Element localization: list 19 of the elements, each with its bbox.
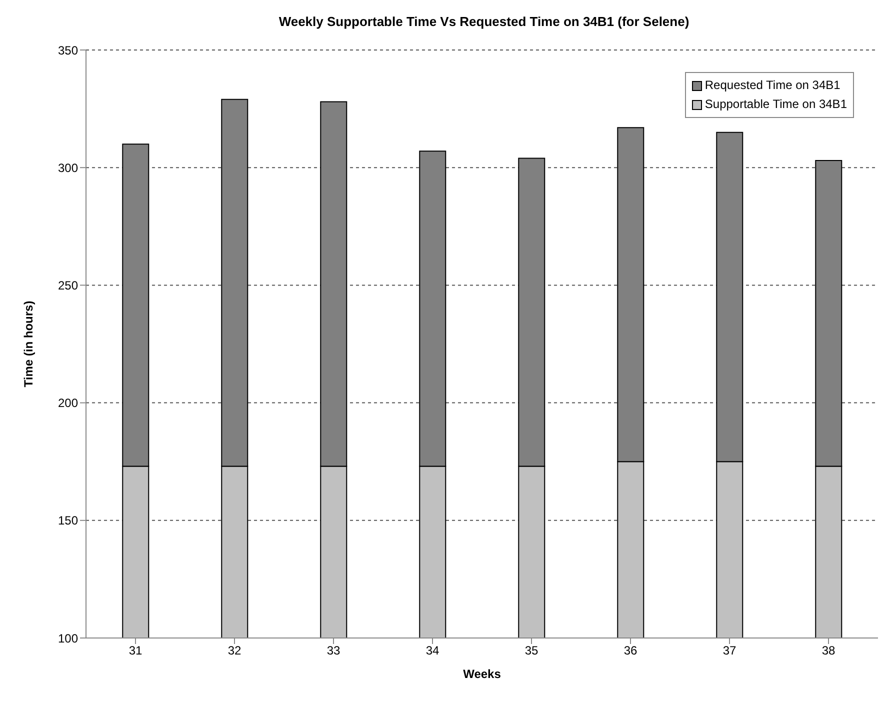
x-tick-label: 32 [228,644,242,658]
y-tick-label: 200 [58,396,78,410]
x-tick-label: 31 [128,644,142,658]
x-tick-label: 33 [326,644,340,658]
y-tick-label: 250 [58,278,78,292]
legend-label: Supportable Time on 34B1 [704,96,847,113]
x-tick-label: 35 [524,644,538,658]
y-axis-title: Time (in hours) [21,300,36,388]
x-tick-label: 34 [426,644,440,658]
chart-title: Weekly Supportable Time Vs Requested Time on 34B1 (for Selene) [278,14,690,29]
y-tick-label: 150 [58,514,78,528]
y-tick-label: 350 [58,43,78,58]
x-tick-label: 37 [722,644,736,658]
y-tick-label: 300 [58,160,78,175]
y-tick-label: 100 [58,631,78,646]
legend-label: Requested Time on 34B1 [704,77,840,94]
x-tick-label: 38 [822,644,836,658]
x-axis-title: Weeks [463,667,502,681]
x-tick-label: 36 [624,644,638,658]
